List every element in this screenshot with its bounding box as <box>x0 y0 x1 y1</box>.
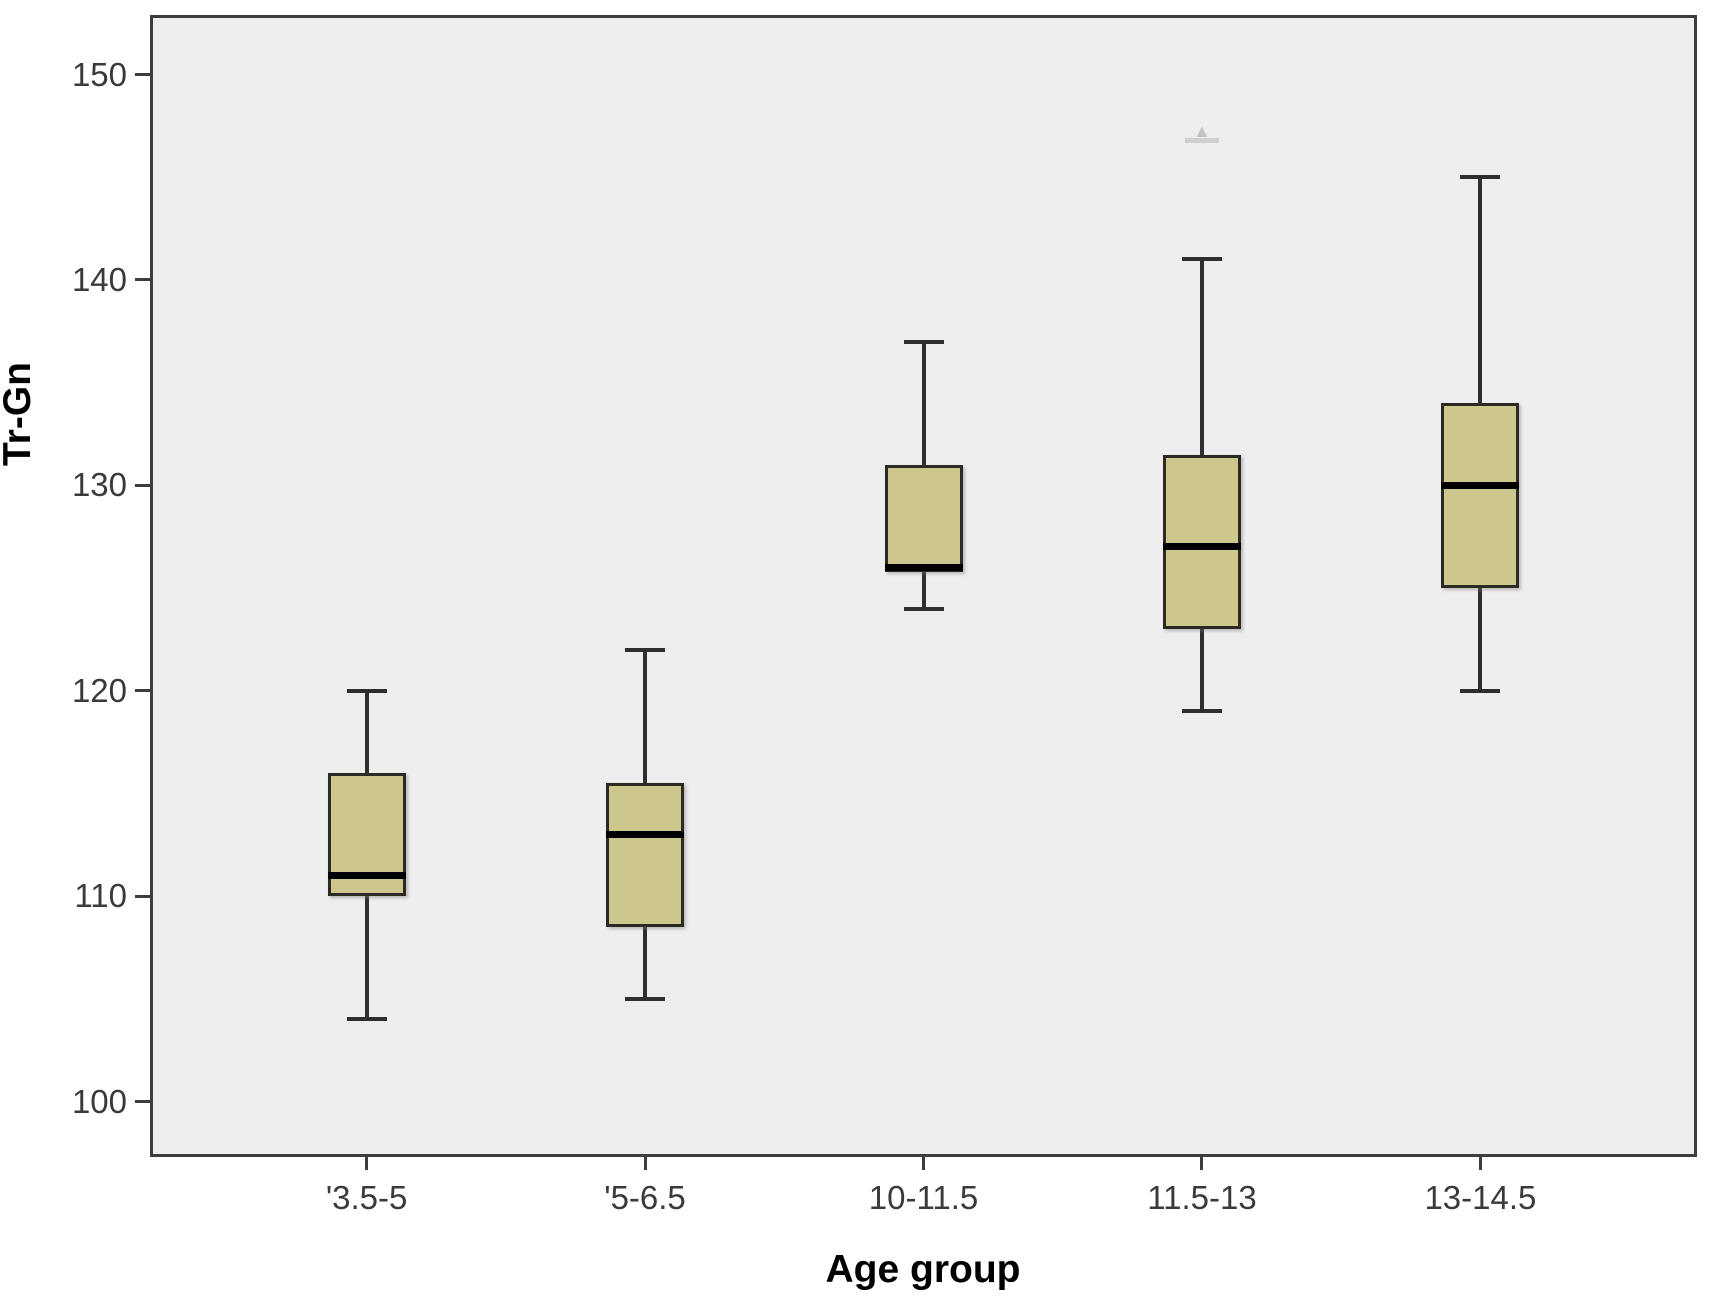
y-axis-title: Tr-Gn <box>0 362 39 466</box>
y-tick <box>135 278 150 282</box>
y-tick-label: 110 <box>74 877 127 915</box>
x-tick <box>1478 1157 1482 1170</box>
y-tick-label: 150 <box>71 55 127 93</box>
x-tick <box>1200 1157 1204 1170</box>
x-tick-label: '5-6.5 <box>604 1179 686 1216</box>
whisker-cap-top <box>1460 175 1501 180</box>
outlier-marker-base <box>1184 138 1219 144</box>
x-tick <box>365 1157 369 1170</box>
whisker-cap-top <box>346 688 387 693</box>
median-line <box>1441 481 1520 489</box>
box <box>1441 403 1520 589</box>
y-tick <box>135 689 150 693</box>
outlier-marker: ▲ <box>1193 121 1211 142</box>
whisker-cap-bottom <box>903 606 944 611</box>
whisker-cap-bottom <box>625 996 666 1001</box>
y-tick <box>135 73 150 77</box>
y-tick-label: 140 <box>71 260 127 298</box>
median-line <box>884 564 963 571</box>
whisker-cap-bottom <box>346 1017 387 1022</box>
whisker-cap-top <box>625 647 666 652</box>
y-tick <box>135 1100 150 1104</box>
median-line <box>327 872 406 880</box>
whisker-cap-top <box>1181 257 1222 262</box>
x-tick-label: 10-11.5 <box>868 1179 979 1216</box>
x-tick-label: 11.5-13 <box>1147 1179 1257 1216</box>
whisker-cap-top <box>903 339 944 344</box>
x-tick-label: 13-14.5 <box>1424 1179 1537 1216</box>
x-tick <box>922 1157 925 1170</box>
y-tick-label: 120 <box>71 671 127 709</box>
y-tick-label: 130 <box>71 466 127 504</box>
box <box>606 783 685 927</box>
y-tick <box>135 483 150 487</box>
box <box>1162 454 1241 630</box>
box <box>884 464 963 572</box>
y-tick <box>135 894 150 898</box>
whisker-cap-bottom <box>1460 688 1501 693</box>
x-tick <box>643 1157 647 1170</box>
median-line <box>1162 543 1241 551</box>
median-line <box>606 831 685 839</box>
y-tick-label: 100 <box>71 1082 127 1120</box>
x-tick-label: '3.5-5 <box>325 1179 408 1216</box>
x-axis-title: Age group <box>825 1248 1021 1291</box>
whisker-cap-bottom <box>1181 709 1222 714</box>
